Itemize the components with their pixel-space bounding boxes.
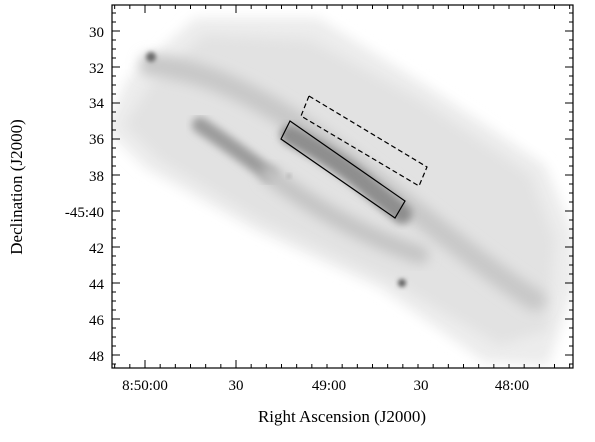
- x-tick-label: 30: [414, 378, 429, 394]
- y-tick-label: 38: [89, 169, 104, 185]
- y-tick-label: 48: [89, 349, 104, 365]
- emission-ridge-bright: [280, 125, 412, 224]
- point-source: [287, 174, 291, 178]
- y-tick-label: 42: [89, 241, 104, 257]
- y-tick-label: -45:40: [65, 205, 104, 221]
- exposure-footprint-core: [125, 35, 555, 345]
- sky-image: [112, 18, 573, 365]
- x-tick-label: 49:00: [312, 378, 346, 394]
- y-tick-label: 34: [89, 96, 105, 112]
- y-tick-label: 44: [89, 277, 105, 293]
- y-tick-label: 36: [89, 132, 105, 148]
- emission-ridge-lower-extension: [261, 166, 429, 264]
- dashed-region-box[interactable]: [300, 95, 428, 187]
- solid-region-box[interactable]: [280, 120, 406, 219]
- point-source: [146, 52, 156, 62]
- y-tick-label: 30: [89, 25, 104, 41]
- regions: [280, 95, 428, 219]
- y-axis-label: Declination (J2000): [7, 119, 26, 255]
- y-tick-label: 46: [89, 313, 105, 329]
- y-tick-labels: 30 32 34 36 38 -45:40 42 44 46 48: [65, 25, 105, 365]
- point-source: [398, 279, 406, 287]
- x-axis-label: Right Ascension (J2000): [258, 407, 426, 426]
- x-tick-labels: 8:50:00 30 49:00 30 48:00: [122, 378, 529, 394]
- x-tick-label: 48:00: [495, 378, 529, 394]
- y-tick-label: 32: [89, 61, 104, 77]
- axis-ticks: [112, 5, 573, 368]
- x-tick-label: 8:50:00: [122, 378, 168, 394]
- x-tick-label: 30: [229, 378, 244, 394]
